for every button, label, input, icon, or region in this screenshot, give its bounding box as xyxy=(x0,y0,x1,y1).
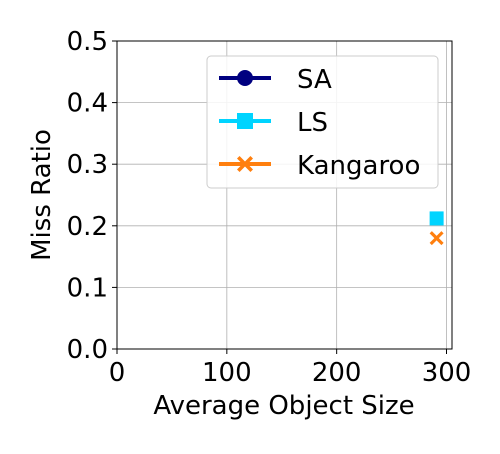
legend-label-sa: SA xyxy=(297,65,332,95)
x-axis-label: Average Object Size xyxy=(153,391,414,421)
legend-box xyxy=(206,55,439,189)
data-points xyxy=(429,211,444,246)
legend-label-ls: LS xyxy=(297,108,328,138)
legend-marker-kangaroo xyxy=(237,156,253,172)
y-tick-label: 0.5 xyxy=(67,27,108,57)
y-axis-label: Miss Ratio xyxy=(27,129,57,261)
legend-marker-sa xyxy=(237,70,253,86)
y-tick-label: 0.1 xyxy=(67,273,108,303)
tick-labels: 0 100 200 300 0.0 0.1 0.2 0.3 0.4 0.5 xyxy=(67,27,472,388)
y-tick-label: 0.0 xyxy=(67,335,108,365)
y-tick-label: 0.2 xyxy=(67,212,108,242)
x-tick-label: 100 xyxy=(202,358,252,388)
legend-label-kangaroo: Kangaroo xyxy=(297,151,420,181)
data-point-ls xyxy=(429,211,444,226)
legend-marker-ls xyxy=(237,113,253,129)
data-point-kangaroo xyxy=(429,231,444,246)
x-tick-label: 0 xyxy=(109,358,126,388)
x-tick-label: 200 xyxy=(312,358,362,388)
x-tick-label: 300 xyxy=(422,358,472,388)
y-tick-label: 0.3 xyxy=(67,150,108,180)
plot-frame xyxy=(116,40,453,350)
y-tick-label: 0.4 xyxy=(67,89,108,119)
legend: SA LS Kangaroo xyxy=(206,55,439,189)
axes xyxy=(112,40,453,354)
